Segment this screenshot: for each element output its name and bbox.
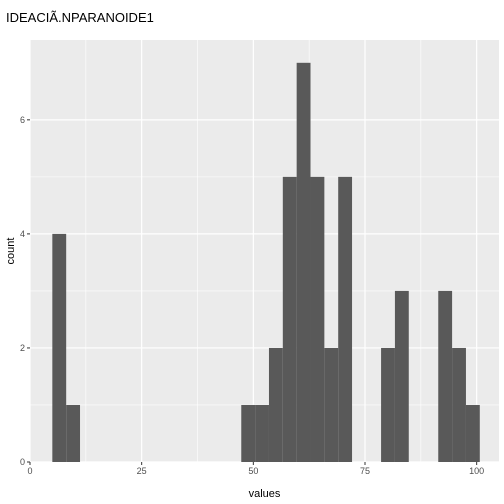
- histogram-bar: [268, 347, 283, 462]
- chart-title: IDEACIÃ.NPARANOIDE1: [6, 10, 154, 25]
- y-tick-label: 0: [20, 457, 25, 467]
- x-tick-label: 25: [137, 466, 147, 476]
- histogram-bar: [338, 176, 353, 462]
- histogram-bar: [381, 347, 395, 462]
- x-axis: 0 25 50 75 100: [27, 462, 484, 476]
- histogram-bar: [452, 347, 466, 462]
- x-tick-label: 75: [360, 466, 370, 476]
- y-axis: 0 2 4 6: [20, 115, 30, 467]
- y-tick-label: 6: [20, 115, 25, 125]
- histogram-bar: [66, 404, 81, 462]
- x-axis-title: values: [249, 488, 281, 500]
- histogram-bar: [465, 404, 480, 462]
- histogram-bar: [241, 404, 256, 462]
- y-tick-label: 2: [20, 343, 25, 353]
- histogram-bar: [310, 176, 325, 462]
- histogram-bar: [52, 233, 67, 462]
- histogram-bar: [394, 290, 409, 462]
- histogram-bar: [282, 176, 297, 462]
- x-tick-label: 100: [469, 466, 484, 476]
- histogram-bars: [52, 62, 480, 462]
- y-tick-label: 4: [20, 229, 25, 239]
- histogram-bar: [438, 290, 453, 462]
- histogram-bar: [255, 404, 269, 462]
- y-axis-title: count: [5, 238, 17, 265]
- histogram-bar: [324, 347, 339, 462]
- x-tick-label: 0: [27, 466, 32, 476]
- histogram-bar: [296, 62, 311, 462]
- x-tick-label: 50: [248, 466, 258, 476]
- plot-panel: [30, 40, 499, 462]
